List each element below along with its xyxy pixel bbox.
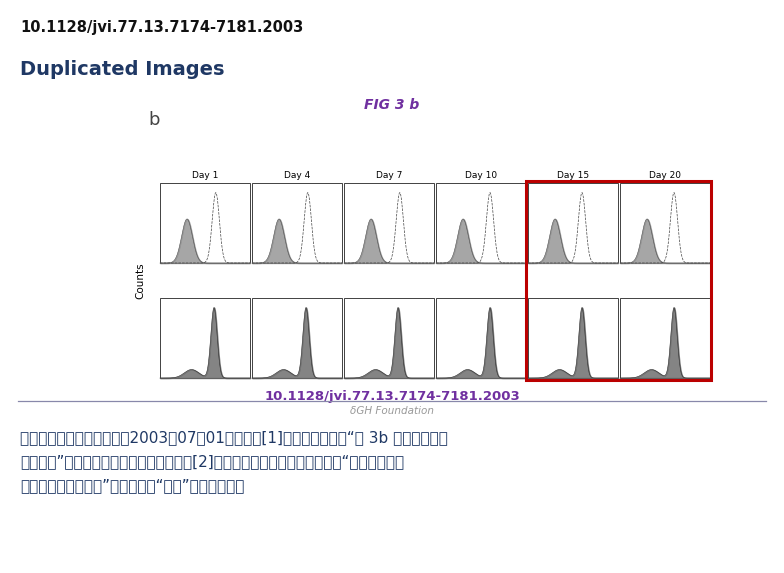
Bar (620, 183, 710, 263)
Bar (252, 183, 342, 263)
Text: Duplicated Images: Duplicated Images (20, 60, 224, 79)
Text: 10.1128/jvi.77.13.7174-7181.2003: 10.1128/jvi.77.13.7174-7181.2003 (20, 20, 303, 35)
Text: Day 15: Day 15 (557, 171, 589, 180)
Bar (160, 298, 250, 378)
Text: b: b (148, 111, 159, 129)
Bar (160, 183, 250, 263)
Text: 能找到原始数据为由”，没有提供“正确”的图片版本。: 能找到原始数据为由”，没有提供“正确”的图片版本。 (20, 478, 245, 493)
Text: 度一致。”作者（们）随后发表了更正声明[2]，承认使用了错误的图片，但以“年代久远，不: 度一致。”作者（们）随后发表了更正声明[2]，承认使用了错误的图片，但以“年代久… (20, 454, 404, 469)
Text: Day 1: Day 1 (192, 171, 218, 180)
Bar (344, 183, 434, 263)
Bar (620, 298, 710, 378)
Bar (528, 183, 618, 263)
Bar (252, 298, 342, 378)
Text: Day 7: Day 7 (376, 171, 402, 180)
Text: FIG 3 b: FIG 3 b (365, 98, 419, 112)
Text: δGH Foundation: δGH Foundation (350, 406, 434, 416)
Text: 宋尔卫是第一作者，发表于2003年07月01日。论文[1]发表后被指出：“图 3b 中的两个图高: 宋尔卫是第一作者，发表于2003年07月01日。论文[1]发表后被指出：“图 3… (20, 430, 448, 445)
Bar (528, 298, 618, 378)
Text: Day 20: Day 20 (649, 171, 681, 180)
Bar (436, 183, 526, 263)
Bar (344, 298, 434, 378)
Text: Day 4: Day 4 (284, 171, 310, 180)
Text: Counts: Counts (135, 262, 145, 299)
Text: Day 10: Day 10 (465, 171, 497, 180)
Bar (526, 181, 711, 380)
Bar (436, 298, 526, 378)
Text: 10.1128/jvi.77.13.7174-7181.2003: 10.1128/jvi.77.13.7174-7181.2003 (264, 390, 520, 403)
